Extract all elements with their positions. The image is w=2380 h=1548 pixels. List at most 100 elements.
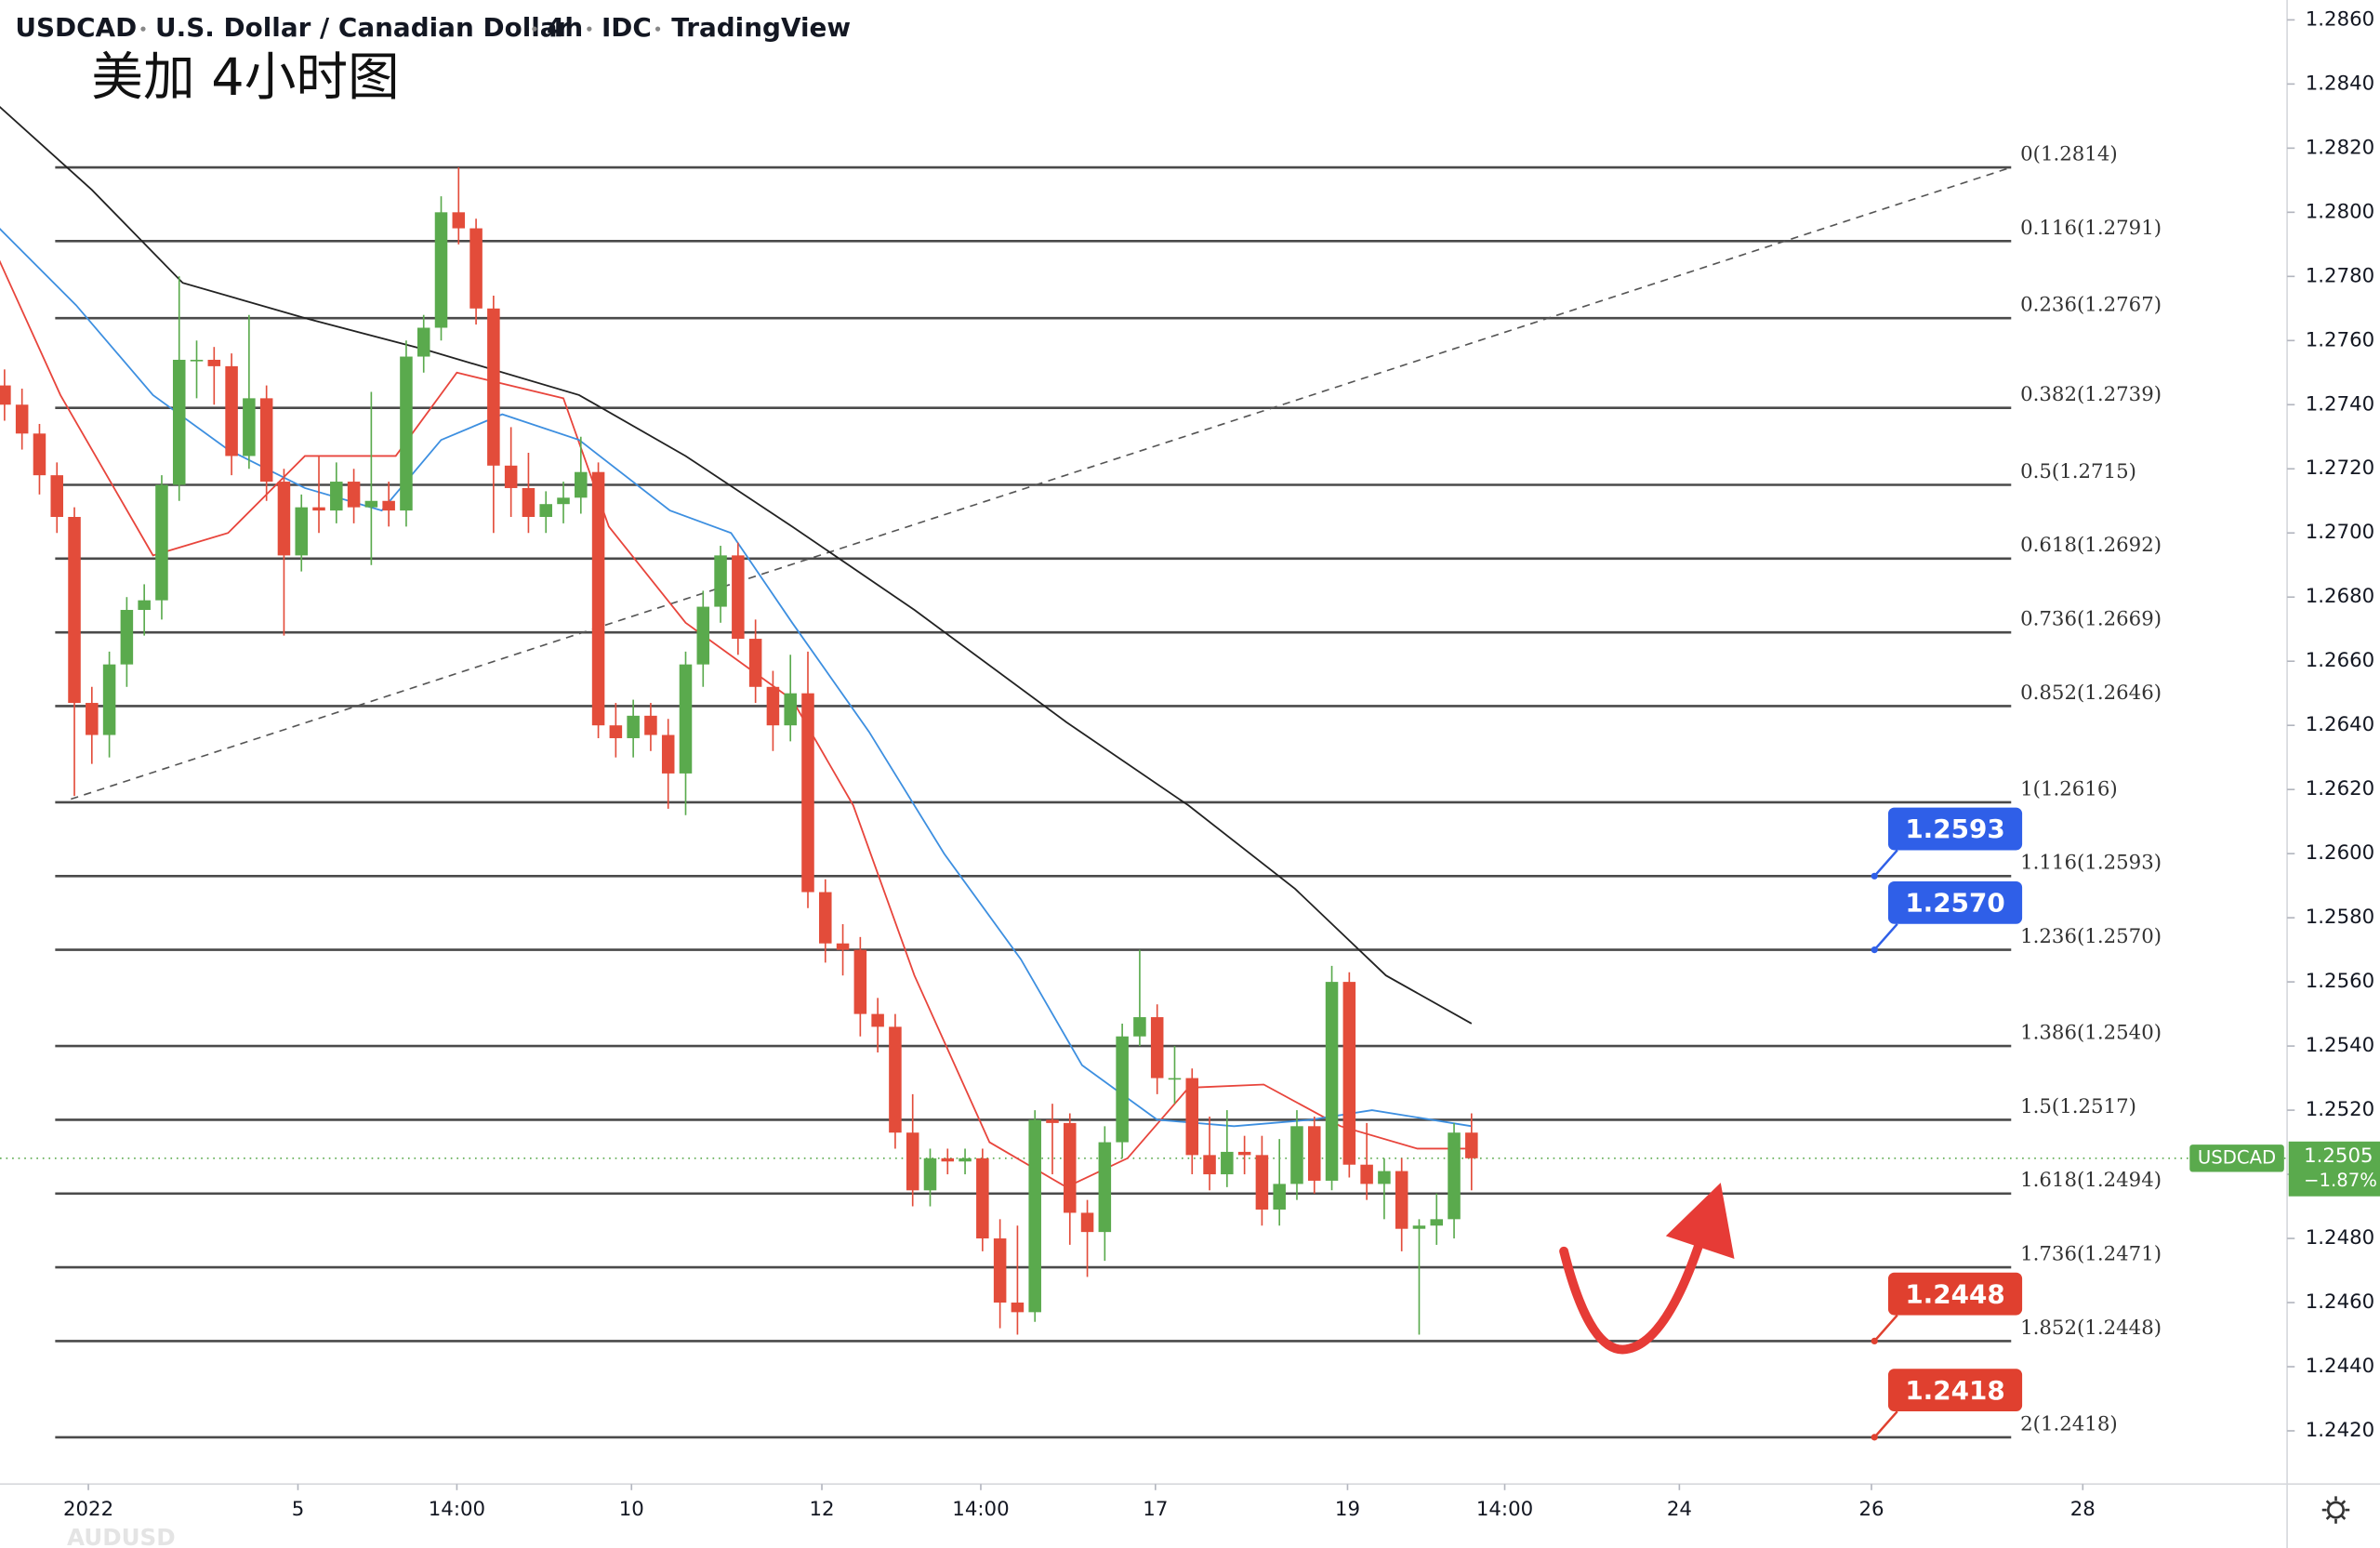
- price-tag: [1887, 1369, 2023, 1412]
- x-tick-label: 26: [1858, 1498, 1884, 1521]
- header-symbol: USDCAD: [15, 12, 137, 43]
- price-tag: [1887, 1272, 2023, 1316]
- fib-label: 1.618(1.2494): [2020, 1169, 2162, 1192]
- x-tick-label: 14:00: [429, 1498, 485, 1521]
- candle-body: [784, 693, 797, 726]
- price-tag-label: 1.2570: [1905, 888, 2004, 919]
- y-tick-label: 1.2600: [2306, 841, 2374, 865]
- candle-body: [591, 471, 605, 726]
- header-interval: 4h: [547, 12, 583, 43]
- last-price-label: 1.2505: [2304, 1144, 2373, 1168]
- candle-body: [1325, 982, 1339, 1181]
- arrow-head: [1665, 1183, 1735, 1259]
- fib-label: 0.382(1.2739): [2020, 383, 2162, 406]
- candle-body: [1465, 1132, 1478, 1158]
- x-tick-label: 2022: [63, 1498, 113, 1521]
- separator: [140, 26, 146, 32]
- candle-body: [575, 471, 588, 498]
- candle-body: [1342, 982, 1356, 1165]
- price-tag-point: [1871, 946, 1878, 954]
- candle-body: [1378, 1171, 1391, 1184]
- fib-label: 1.5(1.2517): [2020, 1095, 2136, 1118]
- fib-label: 1.236(1.2570): [2020, 925, 2162, 948]
- candle-body: [1395, 1171, 1408, 1229]
- y-tick-label: 1.2420: [2306, 1419, 2374, 1442]
- candle-body: [941, 1158, 955, 1162]
- candle-body: [627, 715, 640, 738]
- price-tag-connector: [1873, 1314, 1898, 1343]
- x-tick-label: 10: [619, 1498, 644, 1521]
- candle-body: [1116, 1036, 1129, 1143]
- y-tick-label: 1.2760: [2306, 328, 2374, 351]
- candle-body: [1308, 1126, 1321, 1181]
- x-tick-label: 19: [1335, 1498, 1360, 1521]
- fib-label: 0.736(1.2669): [2020, 608, 2162, 631]
- candle-body: [1430, 1219, 1444, 1226]
- candle-body: [190, 359, 204, 362]
- candle-body: [1064, 1122, 1077, 1213]
- separator: [587, 26, 592, 32]
- candles: [0, 167, 1478, 1335]
- candle-body: [50, 475, 64, 517]
- moving-average: [0, 105, 1473, 1025]
- candle-body: [33, 433, 46, 476]
- candle-body: [1011, 1303, 1025, 1313]
- y-tick-label: 1.2560: [2306, 970, 2374, 993]
- symbol-tag-label: USDCAD: [2198, 1146, 2276, 1168]
- chart-title: 美加 4小时图: [91, 47, 399, 108]
- candle-body: [416, 327, 430, 357]
- ghost-label: AUDUSD: [67, 1524, 176, 1548]
- price-tag-point: [1871, 872, 1878, 880]
- candle-body: [15, 404, 29, 434]
- candle-body: [714, 555, 727, 607]
- y-tick-label: 1.2740: [2306, 392, 2374, 416]
- candle-body: [1098, 1142, 1112, 1233]
- price-tag-point: [1871, 1434, 1878, 1441]
- candle-body: [609, 725, 623, 738]
- candle-body: [68, 516, 81, 704]
- candle-body: [504, 465, 518, 488]
- candle-body: [836, 943, 850, 950]
- y-tick-label: 1.2520: [2306, 1098, 2374, 1121]
- header-platform: TradingView: [671, 12, 851, 43]
- candle-body: [295, 507, 308, 556]
- settings-icon[interactable]: [2321, 1496, 2350, 1524]
- fib-label: 0.116(1.2791): [2020, 217, 2162, 240]
- candle-body: [1133, 1017, 1146, 1037]
- fib-label: 1(1.2616): [2020, 777, 2118, 800]
- candle-body: [330, 482, 343, 511]
- candle-body: [1080, 1212, 1094, 1233]
- fib-label: 2(1.2418): [2020, 1412, 2118, 1436]
- annotations: 0(1.2814) 0.116(1.2791) 0.236(1.2767) 0.382…: [1871, 142, 2162, 1441]
- candle-body: [923, 1158, 937, 1191]
- candle-body: [871, 1013, 884, 1027]
- x-tick-label: 14:00: [1476, 1498, 1533, 1521]
- y-tick-label: 1.2840: [2306, 72, 2374, 95]
- x-tick-label: 14:00: [952, 1498, 1009, 1521]
- separator: [532, 26, 537, 32]
- y-tick-label: 1.2580: [2306, 906, 2374, 929]
- candle-body: [1185, 1078, 1199, 1156]
- price-tag-point: [1871, 1337, 1878, 1345]
- candle-body: [906, 1132, 919, 1191]
- header-source: IDC: [602, 12, 652, 43]
- candle-body: [364, 500, 378, 508]
- fib-label: 1.116(1.2593): [2020, 852, 2162, 875]
- candle-body: [1046, 1119, 1059, 1123]
- header-name: U.S. Dollar / Canadian Dollar: [155, 12, 571, 43]
- candle-body: [277, 482, 291, 556]
- x-tick-label: 17: [1143, 1498, 1168, 1521]
- candle-body: [487, 308, 500, 466]
- candle-body: [155, 484, 168, 601]
- candle-body: [382, 500, 395, 511]
- candle-body: [889, 1026, 902, 1133]
- candle-body: [766, 686, 780, 726]
- fib-label: 0.236(1.2767): [2020, 294, 2162, 317]
- candle-body: [1255, 1155, 1269, 1210]
- separator: [654, 26, 661, 32]
- price-tag-label: 1.2448: [1905, 1278, 2004, 1309]
- candle-body: [469, 228, 483, 309]
- fib-label: 1.852(1.2448): [2020, 1316, 2162, 1340]
